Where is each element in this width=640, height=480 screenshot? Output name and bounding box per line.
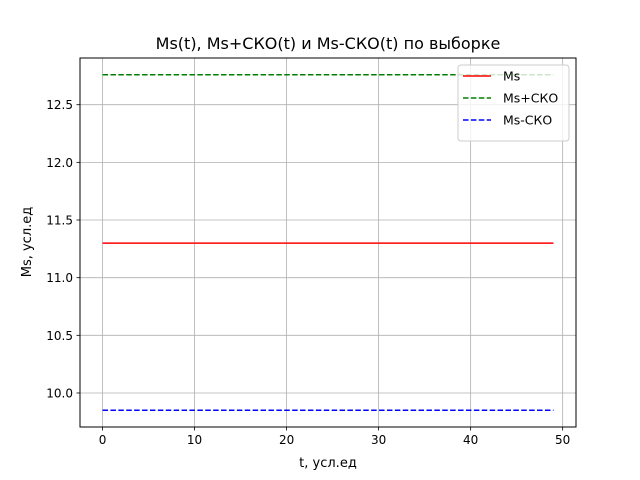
legend: Ms Ms+СКО Ms-СКО [457, 64, 570, 142]
y-tick-label: 12.5 [46, 98, 73, 112]
y-tick-label: 11.5 [46, 214, 73, 228]
y-tick-label: 10.5 [46, 329, 73, 343]
axes-frame [79, 57, 577, 428]
x-tick-label: 10 [187, 433, 202, 447]
y-tick-label: 10.0 [46, 386, 73, 400]
y-axis-ticks: 10.0 10.5 11.0 11.5 12.0 12.5 [46, 98, 80, 400]
legend-label-0: Ms [503, 69, 520, 84]
x-tick-label: 30 [371, 433, 386, 447]
x-tick-label: 50 [555, 433, 570, 447]
legend-box [457, 64, 570, 142]
x-tick-label: 20 [279, 433, 294, 447]
x-tick-label: 0 [99, 433, 107, 447]
x-axis-ticks: 0 10 20 30 40 50 [99, 427, 570, 447]
legend-label-1: Ms+СКО [503, 91, 558, 106]
y-tick-label: 11.0 [46, 271, 73, 285]
y-tick-label: 12.0 [46, 156, 73, 170]
legend-label-2: Ms-СКО [503, 113, 552, 128]
x-tick-label: 40 [463, 433, 478, 447]
x-axis-label: t, усл.ед [299, 456, 357, 471]
chart-title: Ms(t), Ms+СКО(t) и Ms-СКО(t) по выборке [156, 34, 501, 53]
y-axis-label: Ms, усл.ед [20, 207, 35, 278]
